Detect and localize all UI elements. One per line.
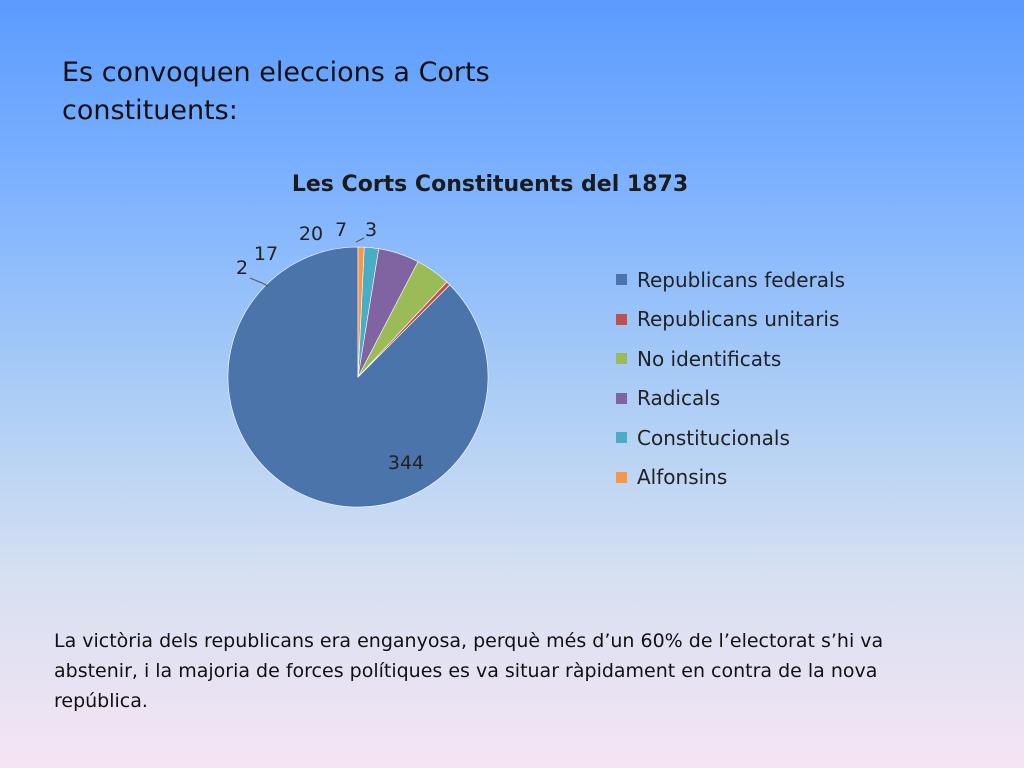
slide-title: Es convoquen eleccions a Corts constitue…	[62, 57, 490, 126]
data-label: 344	[388, 452, 424, 474]
data-label: 2	[236, 257, 248, 279]
label-leader-line	[355, 237, 365, 243]
data-label: 7	[335, 219, 347, 241]
legend-item: Radicals	[616, 379, 845, 419]
data-label: 20	[299, 223, 323, 245]
legend-swatch	[616, 392, 627, 404]
legend-swatch	[616, 353, 627, 365]
legend-swatch	[616, 471, 627, 483]
legend-label: Republicans unitaris	[637, 307, 840, 332]
legend-item: Republicans unitaris	[616, 300, 845, 340]
legend-label: Constitucionals	[637, 425, 790, 450]
legend-item: Alfonsins	[616, 458, 845, 498]
body-paragraph: La victòria dels republicans era enganyo…	[54, 630, 884, 712]
data-label: 17	[254, 243, 278, 265]
legend-item: Republicans federals	[616, 260, 845, 300]
legend-item: Constitucionals	[616, 418, 845, 458]
label-leader-line	[249, 277, 269, 287]
legend-swatch	[616, 274, 627, 286]
chart-title: Les Corts Constituents del 1873	[291, 172, 689, 197]
chart-legend: Republicans federals Republicans unitari…	[616, 260, 845, 497]
legend-label: Radicals	[637, 386, 721, 411]
legend-swatch	[616, 432, 627, 444]
pie-slice-alfonsins	[357, 246, 365, 378]
legend-label: No identificats	[637, 346, 782, 371]
data-label: 3	[365, 219, 377, 241]
legend-label: Republicans federals	[637, 267, 845, 292]
legend-label: Alfonsins	[637, 465, 728, 490]
legend-item: No identificats	[616, 339, 845, 379]
legend-swatch	[616, 313, 627, 325]
